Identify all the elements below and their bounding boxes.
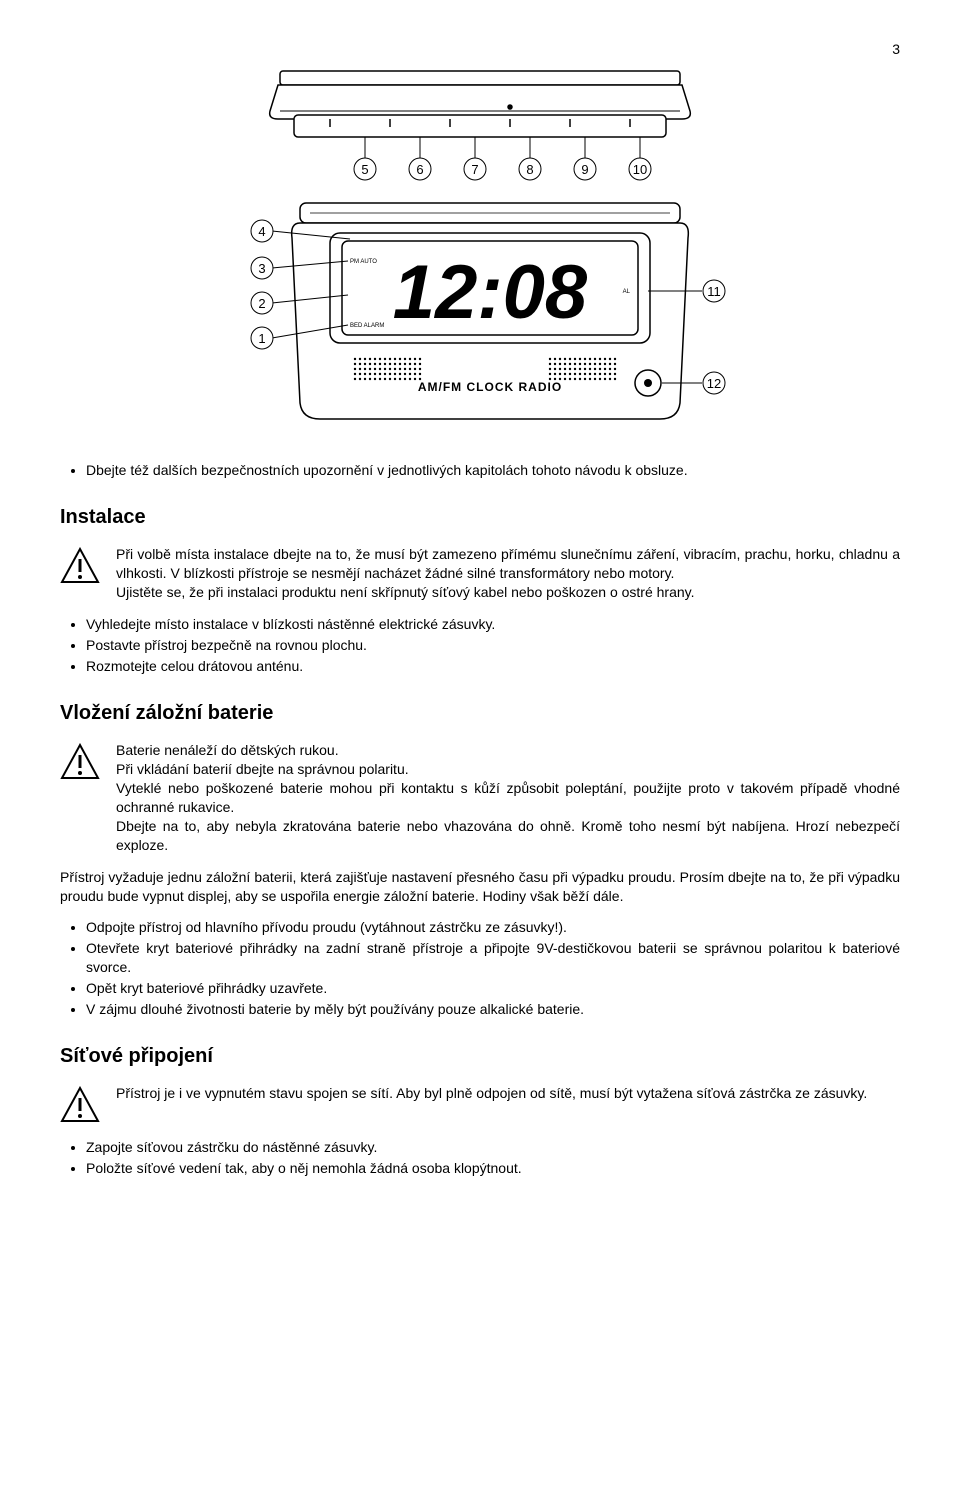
warning-icon xyxy=(60,743,100,781)
battery-bullet: Odpojte přístroj od hlavního přívodu pro… xyxy=(86,918,900,937)
svg-text:4: 4 xyxy=(258,224,265,239)
install-bullets: Vyhledejte místo instalace v blízkosti n… xyxy=(60,615,900,676)
svg-text:8: 8 xyxy=(526,162,533,177)
battery-bullet: Opět kryt bateriové přihrádky uzavřete. xyxy=(86,979,900,998)
svg-text:BED ALARM: BED ALARM xyxy=(350,323,384,329)
battery-warning: Baterie nenáleží do dětských rukou. Při … xyxy=(60,741,900,854)
install-warning: Při volbě místa instalace dbejte na to, … xyxy=(60,545,900,602)
svg-text:6: 6 xyxy=(416,162,423,177)
warning-icon xyxy=(60,1086,100,1124)
svg-text:1: 1 xyxy=(258,331,265,346)
warning-icon xyxy=(60,547,100,585)
power-bullet: Položte síťové vedení tak, aby o něj nem… xyxy=(86,1159,900,1178)
install-bullet: Vyhledejte místo instalace v blízkosti n… xyxy=(86,615,900,634)
svg-text:5: 5 xyxy=(361,162,368,177)
install-bullet: Postavte přístroj bezpečně na rovnou plo… xyxy=(86,636,900,655)
battery-bullet: V zájmu dlouhé životnosti baterie by měl… xyxy=(86,1000,900,1019)
svg-text:PM AUTO: PM AUTO xyxy=(350,259,377,265)
svg-text:12: 12 xyxy=(707,376,721,391)
power-heading: Síťové připojení xyxy=(60,1043,900,1070)
intro-bullet: Dbejte též dalších bezpečnostních upozor… xyxy=(86,461,900,480)
battery-warning-text: Baterie nenáleží do dětských rukou. Při … xyxy=(116,741,900,854)
svg-text:AM/FM CLOCK RADIO: AM/FM CLOCK RADIO xyxy=(418,380,562,394)
svg-text:11: 11 xyxy=(707,284,721,299)
install-warning-text: Při volbě místa instalace dbejte na to, … xyxy=(116,545,900,602)
intro-bullets: Dbejte též dalších bezpečnostních upozor… xyxy=(60,461,900,480)
svg-text:12:08: 12:08 xyxy=(393,250,588,335)
device-diagram: 5 6 7 8 9 10 12:08 PM AUTO BED ALARM AL … xyxy=(220,63,740,433)
svg-text:9: 9 xyxy=(581,162,588,177)
svg-text:10: 10 xyxy=(633,162,647,177)
power-warning-text: Přístroj je i ve vypnutém stavu spojen s… xyxy=(116,1084,900,1103)
svg-text:2: 2 xyxy=(258,296,265,311)
page-number: 3 xyxy=(60,40,900,59)
install-heading: Instalace xyxy=(60,504,900,531)
install-bullet: Rozmotejte celou drátovou anténu. xyxy=(86,657,900,676)
battery-heading: Vložení záložní baterie xyxy=(60,700,900,727)
battery-paragraph: Přístroj vyžaduje jednu záložní baterii,… xyxy=(60,868,900,906)
svg-text:AL: AL xyxy=(623,289,631,295)
svg-text:3: 3 xyxy=(258,261,265,276)
battery-bullet: Otevřete kryt bateriové přihrádky na zad… xyxy=(86,939,900,977)
power-bullets: Zapojte síťovou zástrčku do nástěnné zás… xyxy=(60,1138,900,1178)
power-bullet: Zapojte síťovou zástrčku do nástěnné zás… xyxy=(86,1138,900,1157)
battery-bullets: Odpojte přístroj od hlavního přívodu pro… xyxy=(60,918,900,1018)
power-warning: Přístroj je i ve vypnutém stavu spojen s… xyxy=(60,1084,900,1124)
svg-text:7: 7 xyxy=(471,162,478,177)
